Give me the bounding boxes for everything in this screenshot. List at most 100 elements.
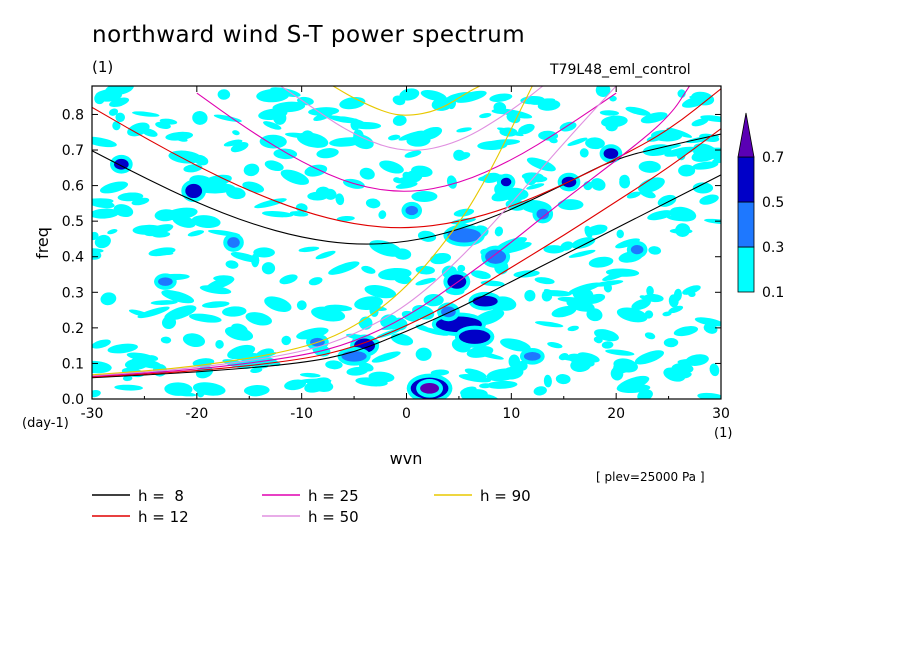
- contour-cell-level-3: [114, 158, 129, 170]
- contour-cell-low: [250, 367, 263, 374]
- contour-cell-low: [127, 122, 150, 137]
- y-tick-label: 0.4: [62, 250, 84, 266]
- contour-cell-low: [406, 134, 431, 147]
- contour-cell-low: [477, 140, 508, 150]
- contour-cell-low: [626, 191, 641, 199]
- contour-cell-low: [390, 333, 414, 346]
- contour-cell-level-2: [523, 352, 541, 361]
- contour-cell-low: [107, 229, 118, 235]
- contour-cell-low: [499, 127, 518, 137]
- contour-cell-low: [92, 360, 112, 374]
- contour-cell-low: [657, 194, 677, 207]
- curve-sym-h90: [332, 86, 481, 116]
- contour-cell-low: [325, 360, 343, 370]
- contour-cell-low: [646, 285, 654, 297]
- contour-cell-low: [243, 385, 270, 396]
- contour-cell-low: [415, 265, 435, 275]
- contour-cell-low: [289, 211, 309, 217]
- contour-cell-low: [526, 183, 545, 190]
- contour-cell-low: [164, 305, 197, 321]
- legend: h = 8 h = 12 h = 25 h = 50 h = 90: [92, 487, 531, 526]
- contour-cell-low: [187, 230, 205, 237]
- dispersion-curves: [92, 86, 721, 379]
- contour-cell-low: [233, 347, 250, 361]
- contour-cell-low: [588, 256, 614, 268]
- contour-cell-low: [570, 357, 592, 373]
- colorbar-tick-label: 0.5: [762, 195, 784, 211]
- contour-cell-low: [296, 327, 329, 340]
- contour-cell-low: [423, 293, 444, 307]
- contour-cell-low: [280, 169, 310, 185]
- legend-label: h = 8: [138, 487, 184, 505]
- contour-cell-low: [115, 112, 125, 123]
- contour-cell-low: [567, 325, 579, 332]
- contour-cell-low: [215, 339, 224, 349]
- contour-cell-low: [100, 292, 117, 306]
- contour-cell-low: [258, 108, 288, 120]
- contour-cell-low: [486, 368, 519, 382]
- y-tick-label: 0.5: [62, 214, 84, 230]
- contour-cell-low: [571, 237, 596, 249]
- contour-cell-low: [534, 321, 564, 328]
- contour-cell-low: [358, 362, 374, 372]
- contour-cell-low: [543, 374, 552, 388]
- contour-cell-low: [392, 115, 407, 126]
- contour-cell-low: [586, 224, 608, 236]
- contour-cell-low: [551, 305, 577, 318]
- contour-cell-low: [466, 345, 494, 358]
- colorbar-tick-label: 0.1: [762, 285, 784, 301]
- contour-cell-low: [460, 389, 483, 399]
- contour-cell-low: [192, 110, 208, 125]
- contour-cell-low: [223, 139, 243, 147]
- contour-cell-low: [506, 112, 521, 124]
- contour-cell-low: [694, 317, 721, 327]
- contour-cell-low: [308, 277, 323, 286]
- contour-cell-low: [586, 308, 603, 322]
- colorbar-segment: [737, 246, 755, 293]
- contour-cell-low: [378, 210, 387, 220]
- curve-sym-h25: [196, 92, 617, 192]
- contour-cell-low: [222, 306, 247, 317]
- contour-cell-low: [201, 301, 230, 308]
- contour-cell-low: [625, 106, 651, 116]
- contour-cell-low: [638, 177, 665, 193]
- y-tick-label: 0.1: [62, 356, 84, 372]
- contour-cell-low: [678, 164, 696, 177]
- contour-cell-low: [364, 284, 397, 299]
- contour-cell-low: [712, 156, 721, 164]
- contour-cell-low: [279, 274, 298, 285]
- contour-cell-level-2: [630, 244, 644, 255]
- contour-cell-low: [616, 375, 650, 392]
- contour-cell-low: [601, 341, 614, 349]
- contour-cell-low: [324, 188, 337, 200]
- contour-cell-low: [401, 310, 420, 322]
- contour-cell-low: [592, 280, 624, 287]
- contour-cell-low: [464, 368, 487, 379]
- contour-cell-level-3: [458, 329, 491, 344]
- contour-cell-low: [259, 134, 287, 149]
- contour-cell-low: [113, 204, 134, 218]
- y-axis-label: freq: [33, 227, 52, 259]
- contour-cell-low: [631, 298, 651, 311]
- contour-cell-low: [261, 211, 294, 218]
- contour-cell-low: [365, 198, 381, 209]
- colorbar-extend-arrow: [737, 112, 755, 158]
- contour-cell-low: [479, 113, 492, 119]
- contour-cell-low: [137, 306, 170, 319]
- contour-cell-low: [663, 367, 686, 382]
- contour-cell-low: [296, 300, 307, 311]
- contour-cell-low: [131, 197, 150, 206]
- contour-cell-low: [132, 111, 160, 117]
- contour-cell-low: [595, 86, 611, 97]
- contour-cell-low: [368, 371, 395, 383]
- contour-cell-low: [335, 193, 345, 206]
- y-tick-label: 0.2: [62, 321, 84, 337]
- contour-cell-low: [616, 229, 624, 239]
- contour-cell-low: [493, 102, 507, 113]
- contour-cell-low: [411, 191, 438, 202]
- contour-cell-low: [637, 389, 653, 399]
- contour-cell-low: [675, 223, 691, 237]
- contour-cell-low: [692, 161, 719, 170]
- contour-cell-low: [415, 347, 432, 361]
- contour-cell-low: [691, 118, 709, 127]
